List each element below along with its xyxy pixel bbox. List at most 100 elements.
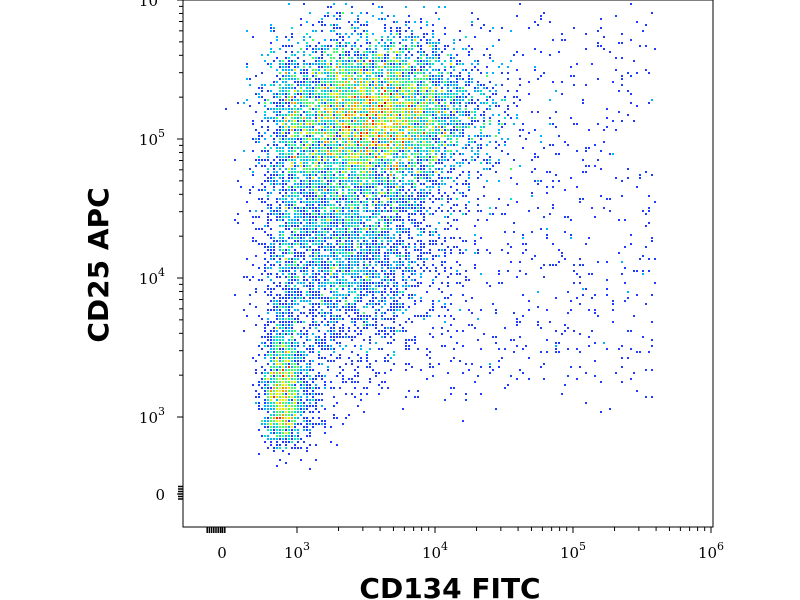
event-dot bbox=[411, 174, 413, 176]
event-dot bbox=[300, 192, 302, 194]
event-dot bbox=[402, 66, 404, 68]
event-dot bbox=[330, 177, 332, 179]
event-dot bbox=[357, 150, 359, 152]
event-dot bbox=[390, 105, 392, 107]
event-dot bbox=[345, 180, 347, 182]
event-dot bbox=[375, 45, 377, 47]
event-dot bbox=[330, 57, 332, 59]
event-dot bbox=[288, 372, 290, 374]
event-dot bbox=[351, 195, 353, 197]
event-dot bbox=[306, 48, 308, 50]
event-dot bbox=[309, 78, 311, 80]
event-dot bbox=[294, 387, 296, 389]
event-dot bbox=[351, 60, 353, 62]
event-dot bbox=[363, 252, 365, 254]
event-dot bbox=[312, 30, 314, 32]
event-dot bbox=[300, 261, 302, 263]
event-dot bbox=[399, 309, 401, 311]
event-dot bbox=[327, 204, 329, 206]
event-dot bbox=[303, 441, 305, 443]
event-dot bbox=[408, 87, 410, 89]
event-dot bbox=[279, 219, 281, 221]
event-dot bbox=[315, 213, 317, 215]
event-dot bbox=[453, 180, 455, 182]
event-dot bbox=[315, 201, 317, 203]
event-dot bbox=[333, 48, 335, 50]
event-dot bbox=[408, 150, 410, 152]
event-dot bbox=[318, 183, 320, 185]
event-dot bbox=[450, 153, 452, 155]
event-dot bbox=[267, 387, 269, 389]
event-dot bbox=[423, 90, 425, 92]
event-dot bbox=[408, 264, 410, 266]
event-dot bbox=[303, 300, 305, 302]
event-dot bbox=[414, 153, 416, 155]
event-dot bbox=[294, 411, 296, 413]
event-dot bbox=[402, 60, 404, 62]
event-dot bbox=[387, 132, 389, 134]
event-dot bbox=[324, 375, 326, 377]
event-dot bbox=[285, 396, 287, 398]
event-dot bbox=[396, 246, 398, 248]
event-dot bbox=[345, 117, 347, 119]
event-dot bbox=[372, 288, 374, 290]
event-dot bbox=[366, 180, 368, 182]
event-dot bbox=[450, 63, 452, 65]
event-dot bbox=[411, 84, 413, 86]
event-dot bbox=[318, 42, 320, 44]
event-dot bbox=[378, 6, 380, 8]
event-dot bbox=[399, 192, 401, 194]
event-dot bbox=[306, 198, 308, 200]
event-dot bbox=[318, 96, 320, 98]
event-dot bbox=[435, 105, 437, 107]
event-dot bbox=[321, 102, 323, 104]
event-dot bbox=[387, 39, 389, 41]
event-dot bbox=[306, 348, 308, 350]
event-dot bbox=[297, 135, 299, 137]
event-dot bbox=[339, 126, 341, 128]
event-dot bbox=[309, 363, 311, 365]
event-dot bbox=[375, 222, 377, 224]
event-dot bbox=[426, 153, 428, 155]
event-dot bbox=[375, 138, 377, 140]
event-dot bbox=[447, 72, 449, 74]
event-dot bbox=[330, 246, 332, 248]
event-dot bbox=[468, 111, 470, 113]
event-dot bbox=[351, 378, 353, 380]
event-dot bbox=[303, 81, 305, 83]
event-dot bbox=[432, 84, 434, 86]
event-dot bbox=[282, 114, 284, 116]
event-dot bbox=[324, 102, 326, 104]
event-dot bbox=[360, 57, 362, 59]
event-dot bbox=[294, 408, 296, 410]
event-dot bbox=[330, 255, 332, 257]
event-dot bbox=[258, 408, 260, 410]
event-dot bbox=[288, 441, 290, 443]
event-dot bbox=[279, 183, 281, 185]
event-dot bbox=[408, 72, 410, 74]
event-dot bbox=[276, 408, 278, 410]
event-dot bbox=[426, 33, 428, 35]
event-dot bbox=[399, 123, 401, 125]
event-dot bbox=[375, 312, 377, 314]
event-dot bbox=[324, 159, 326, 161]
event-dot bbox=[459, 111, 461, 113]
event-dot bbox=[507, 252, 509, 254]
event-dot bbox=[396, 264, 398, 266]
event-dot bbox=[321, 195, 323, 197]
event-dot bbox=[294, 120, 296, 122]
event-dot bbox=[381, 174, 383, 176]
event-dot bbox=[342, 252, 344, 254]
event-dot bbox=[408, 108, 410, 110]
event-dot bbox=[351, 45, 353, 47]
event-dot bbox=[417, 87, 419, 89]
event-dot bbox=[324, 120, 326, 122]
event-dot bbox=[294, 174, 296, 176]
event-dot bbox=[336, 213, 338, 215]
event-dot bbox=[378, 111, 380, 113]
event-dot bbox=[258, 279, 260, 281]
event-dot bbox=[300, 108, 302, 110]
event-dot bbox=[384, 93, 386, 95]
event-dot bbox=[288, 156, 290, 158]
event-dot bbox=[300, 459, 302, 461]
